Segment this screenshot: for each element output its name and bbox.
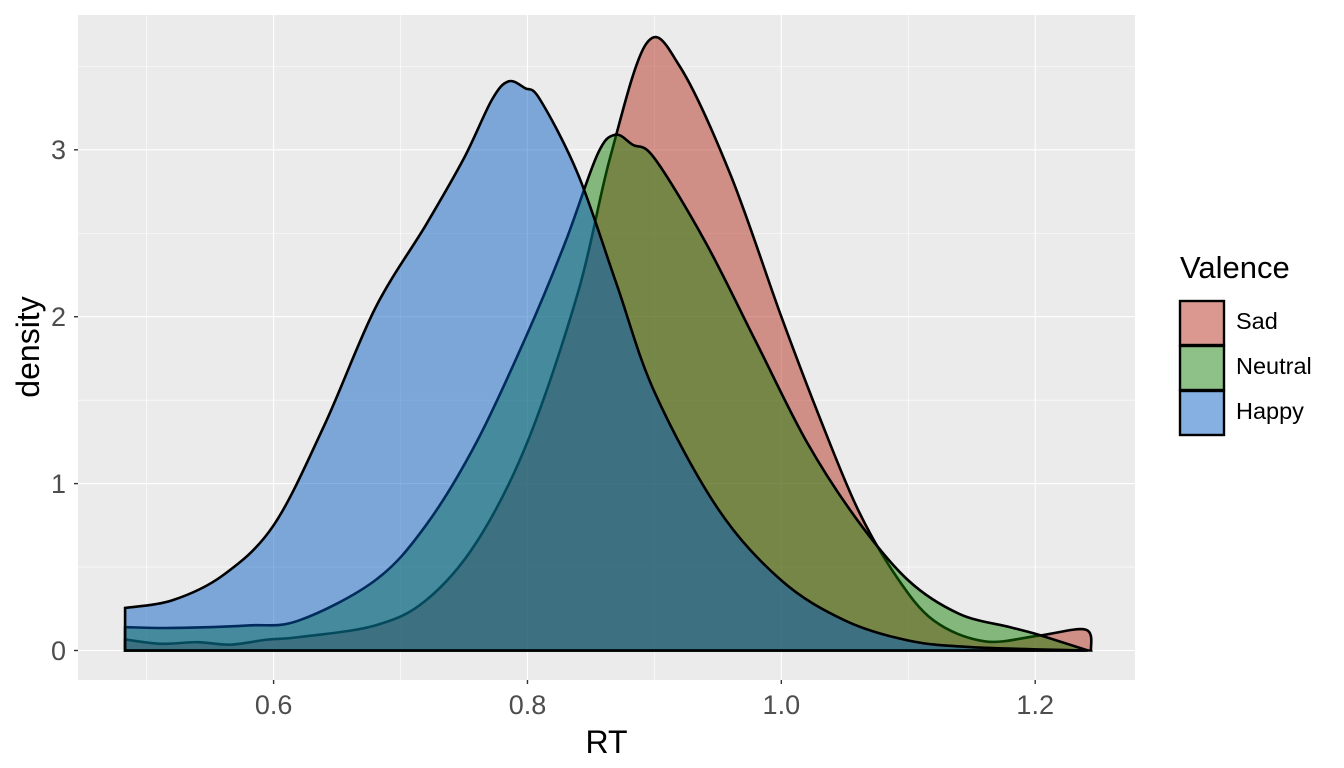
svg-text:0.8: 0.8 (509, 690, 547, 720)
svg-text:Happy: Happy (1236, 398, 1304, 424)
svg-text:1.2: 1.2 (1016, 690, 1054, 720)
svg-text:Sad: Sad (1236, 308, 1278, 334)
svg-text:0: 0 (51, 636, 66, 666)
svg-text:2: 2 (51, 302, 66, 332)
svg-text:1: 1 (51, 469, 66, 499)
svg-text:RT: RT (585, 724, 627, 760)
svg-text:density: density (10, 296, 46, 397)
svg-text:Neutral: Neutral (1236, 353, 1312, 379)
svg-text:1.0: 1.0 (763, 690, 801, 720)
svg-text:Valence: Valence (1180, 250, 1290, 285)
svg-text:0.6: 0.6 (255, 690, 293, 720)
svg-text:3: 3 (51, 135, 66, 165)
